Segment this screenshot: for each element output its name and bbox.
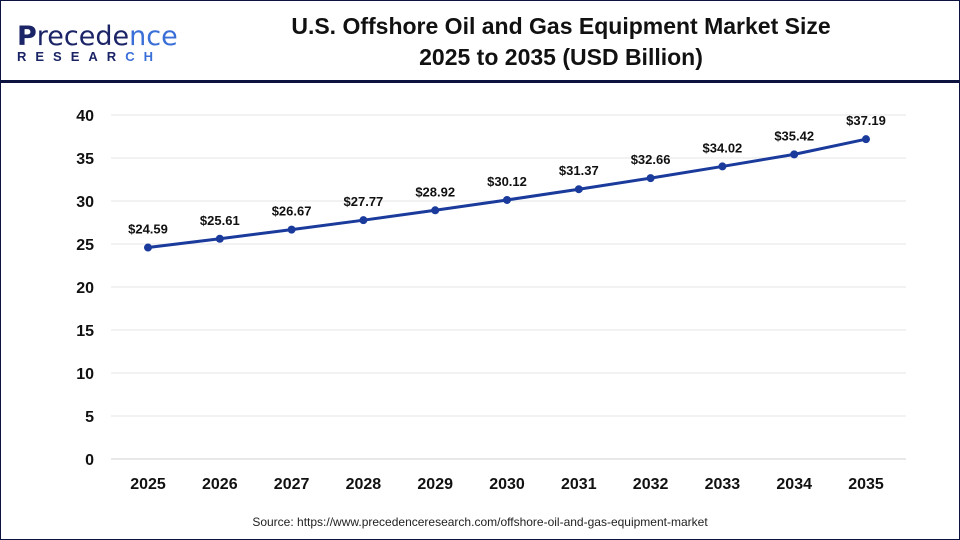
x-tick-label: 2031 xyxy=(561,476,597,493)
y-tick-label: 30 xyxy=(76,194,94,211)
data-point xyxy=(431,206,440,215)
x-tick-label: 2032 xyxy=(633,476,669,493)
data-point xyxy=(790,150,799,159)
data-label: $30.12 xyxy=(487,174,527,189)
data-label: $34.02 xyxy=(703,140,743,155)
logo-text: nce xyxy=(129,21,178,52)
y-tick-label: 40 xyxy=(76,108,94,125)
y-tick-label: 10 xyxy=(76,366,94,383)
data-point xyxy=(144,243,152,252)
x-tick-label: 2028 xyxy=(346,476,382,493)
data-point xyxy=(503,195,511,204)
x-tick-label: 2025 xyxy=(130,476,166,493)
data-point xyxy=(718,162,727,171)
precedence-research-logo: Precedence RESEARCH xyxy=(17,21,178,64)
y-tick-label: 25 xyxy=(76,237,94,254)
data-label: $35.42 xyxy=(774,128,814,143)
x-tick-label: 2034 xyxy=(776,476,812,493)
y-tick-label: 20 xyxy=(76,280,94,297)
source-text: Source: https://www.precedenceresearch.c… xyxy=(252,515,708,529)
x-tick-label: 2029 xyxy=(417,476,453,493)
data-label: $27.77 xyxy=(344,194,384,209)
data-point xyxy=(215,234,224,243)
data-label: $32.66 xyxy=(631,152,671,167)
data-point xyxy=(646,174,655,183)
logo-text: RESEAR xyxy=(17,49,126,64)
data-point xyxy=(574,185,583,194)
header: Precedence RESEARCH U.S. Offshore Oil an… xyxy=(1,1,959,83)
chart-title: U.S. Offshore Oil and Gas Equipment Mark… xyxy=(241,11,881,73)
data-label: $24.59 xyxy=(128,222,168,237)
y-tick-label: 15 xyxy=(76,323,94,340)
data-label: $28.92 xyxy=(415,184,455,199)
x-tick-label: 2026 xyxy=(202,476,238,493)
x-tick-label: 2033 xyxy=(705,476,741,493)
x-tick-label: 2035 xyxy=(848,476,884,493)
data-point xyxy=(287,225,296,234)
title-line-2: 2025 to 2035 (USD Billion) xyxy=(419,44,703,70)
x-tick-label: 2027 xyxy=(274,476,310,493)
x-tick-label: 2030 xyxy=(489,476,525,493)
series-line xyxy=(147,137,867,250)
title-line-1: U.S. Offshore Oil and Gas Equipment Mark… xyxy=(291,13,831,39)
logo-text: P xyxy=(17,21,37,52)
y-tick-label: 35 xyxy=(76,151,94,168)
logo-text: CH xyxy=(125,49,162,64)
logo-text: recede xyxy=(36,21,130,52)
data-point xyxy=(359,216,368,225)
data-label: $37.19 xyxy=(846,113,886,128)
data-label: $26.67 xyxy=(272,204,312,219)
y-tick-label: 5 xyxy=(85,409,94,426)
data-label: $25.61 xyxy=(200,213,240,228)
data-point xyxy=(862,135,870,144)
data-label: $31.37 xyxy=(559,163,599,178)
y-tick-label: 0 xyxy=(85,452,94,469)
